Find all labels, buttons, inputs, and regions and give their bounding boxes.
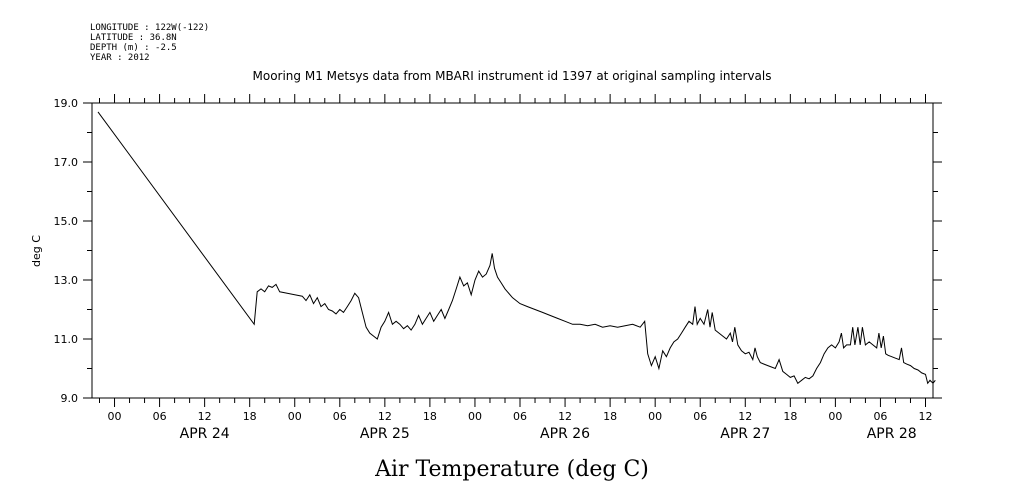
x-tick-label: 00	[108, 410, 122, 423]
y-tick-label: 11.0	[54, 333, 79, 346]
depth-text: DEPTH (m) : -2.5	[90, 43, 177, 53]
x-tick-label: 06	[513, 410, 527, 423]
y-tick-label: 17.0	[54, 156, 79, 169]
x-tick-label: 06	[693, 410, 707, 423]
latitude-text: LATITUDE : 36.8N	[90, 33, 177, 43]
x-tick-label: 06	[873, 410, 887, 423]
x-tick-label: 00	[828, 410, 842, 423]
x-tick-label: 18	[243, 410, 257, 423]
x-tick-label: 00	[288, 410, 302, 423]
x-tick-label: 00	[648, 410, 662, 423]
x-tick-label: 00	[468, 410, 482, 423]
x-tick-label: 12	[918, 410, 932, 423]
x-tick-label: 12	[558, 410, 572, 423]
y-tick-label: 13.0	[54, 274, 79, 287]
x-tick-label: 18	[783, 410, 797, 423]
x-tick-label: 06	[333, 410, 347, 423]
x-axis-label: Air Temperature (deg C)	[374, 457, 649, 482]
x-tick-label: 12	[378, 410, 392, 423]
y-tick-label: 9.0	[61, 392, 79, 405]
x-day-label: APR 27	[720, 426, 770, 442]
y-tick-label: 15.0	[54, 215, 79, 228]
x-day-label: APR 25	[360, 426, 410, 442]
longitude-text: LONGITUDE : 122W(-122)	[90, 23, 209, 33]
chart-title: Mooring M1 Metsys data from MBARI instru…	[253, 69, 772, 83]
x-tick-label: 12	[198, 410, 212, 423]
year-text: YEAR : 2012	[90, 53, 150, 63]
x-day-label: APR 28	[867, 426, 917, 442]
y-axis-label: deg C	[30, 235, 43, 267]
plot-frame-border	[91, 102, 934, 399]
x-tick-label: 18	[603, 410, 617, 423]
x-tick-label: 12	[738, 410, 752, 423]
x-tick-label: 18	[423, 410, 437, 423]
series-line	[97, 111, 936, 385]
x-day-label: APR 24	[180, 426, 230, 442]
y-tick-label: 19.0	[54, 97, 79, 110]
x-tick-label: 06	[153, 410, 167, 423]
x-day-label: APR 26	[540, 426, 590, 442]
